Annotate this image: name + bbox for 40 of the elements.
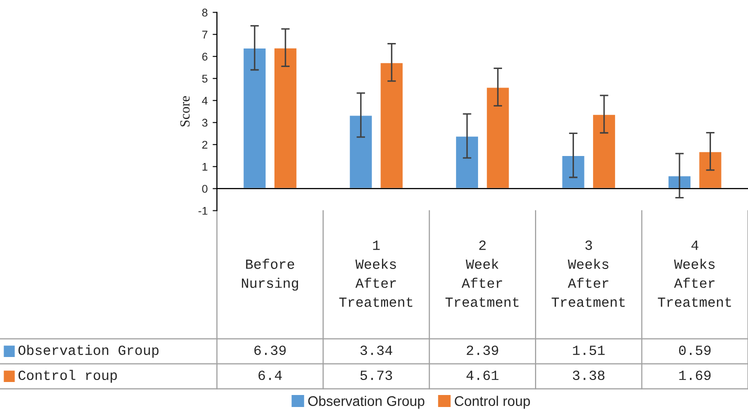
bar — [454, 135, 480, 190]
data-label: 1.69 — [679, 370, 711, 380]
data-label: 3.34 — [360, 346, 392, 356]
bar — [485, 86, 510, 190]
data-label: 1.51 — [573, 346, 605, 356]
bar — [379, 62, 404, 190]
y-tick-label: 3 — [202, 118, 208, 127]
text: Observation Group — [308, 396, 424, 409]
data-label: 3.38 — [572, 370, 604, 380]
x-tick-label: 2 Week After Treatment — [445, 240, 519, 307]
data-label: 5.73 — [360, 370, 392, 380]
x-tick-label: 3 Weeks After Treatment — [552, 240, 625, 307]
bar — [592, 113, 616, 190]
legend-label: Observation Group — [18, 344, 159, 358]
bar — [698, 150, 723, 190]
data-label: 2.39 — [466, 346, 498, 356]
y-tick-label: 7 — [202, 30, 208, 38]
y-tick-label: 8 — [202, 8, 208, 17]
y-tick-label: -1 — [198, 207, 208, 215]
x-tick-label: 1 Weeks After Treatment — [339, 240, 412, 307]
y-tick-label: 0 — [202, 184, 208, 193]
bar — [348, 114, 374, 190]
data-label: 6.39 — [254, 346, 286, 356]
bar — [560, 154, 586, 190]
bar — [273, 46, 298, 190]
y-tick-label: 1 — [202, 162, 208, 171]
y-tick-label: 6 — [202, 52, 208, 61]
legend-label: Control roup — [454, 396, 530, 409]
y-tick-label: 4 — [202, 96, 208, 105]
bar — [242, 47, 268, 190]
x-tick-label: Before Nursing — [242, 258, 298, 291]
bar — [667, 174, 692, 190]
y-tick-label: 5 — [202, 74, 208, 83]
data-label: 0.59 — [679, 346, 711, 356]
x-tick-label: 4 Weeks After Treatment — [658, 240, 731, 307]
data-label: 6.4 — [258, 370, 282, 380]
data-label: 4.61 — [466, 370, 498, 380]
y-axis-title: Score — [180, 96, 190, 126]
text: Control roup — [18, 370, 117, 383]
y-tick-label: 2 — [202, 140, 208, 149]
